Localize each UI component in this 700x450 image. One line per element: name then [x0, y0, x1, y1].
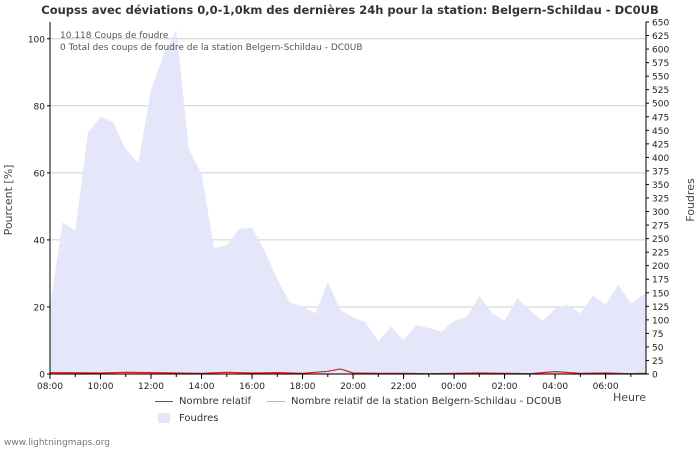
y-right-tick-label: 0 — [652, 371, 658, 381]
y-right-tick-label: 425 — [652, 140, 669, 150]
y-right-tick-label: 475 — [652, 113, 669, 123]
y-right-tick-label: 650 — [652, 19, 669, 29]
x-tick-label: 06:00 — [593, 382, 619, 392]
y-right-tick-label: 150 — [652, 289, 669, 299]
x-tick-label: 18:00 — [290, 382, 316, 392]
y-right-tick-label: 25 — [652, 357, 663, 367]
y-axis-right-label: Foudres — [684, 178, 697, 222]
y-right-tick-label: 350 — [652, 181, 669, 191]
x-tick-label: 14:00 — [189, 382, 215, 392]
chart-title: Coupss avec déviations 0,0-1,0km des der… — [41, 3, 658, 17]
y-right-tick-label: 125 — [652, 303, 669, 313]
x-tick-label: 02:00 — [492, 382, 518, 392]
y-right-tick-label: 575 — [652, 59, 669, 69]
legend-label-relatif: Nombre relatif — [179, 396, 252, 407]
x-tick-label: 00:00 — [441, 382, 467, 392]
legend-swatch-station — [267, 400, 285, 402]
y-right-tick-label: 550 — [652, 73, 669, 83]
x-axis-label: Heure — [613, 391, 646, 404]
foudres-area — [50, 30, 646, 374]
y-left-tick-label: 60 — [34, 169, 46, 179]
y-right-tick-label: 200 — [652, 262, 669, 272]
y-right-tick-label: 625 — [652, 32, 669, 42]
y-right-tick-label: 400 — [652, 154, 669, 164]
legend-label-foudres: Foudres — [179, 413, 219, 424]
y-left-tick-label: 40 — [34, 236, 46, 246]
x-tick-label: 20:00 — [340, 382, 366, 392]
y-right-tick-label: 225 — [652, 249, 669, 259]
y-left-tick-label: 20 — [34, 303, 46, 313]
x-tick-label: 16:00 — [239, 382, 265, 392]
footer-credit: www.lightningmaps.org — [4, 438, 110, 448]
annotation-strike-count: 10.118 Coups de foudre — [60, 31, 169, 41]
y-right-tick-label: 75 — [652, 330, 663, 340]
legend-label-station: Nombre relatif de la station Belgern-Sch… — [291, 396, 562, 407]
legend-item-foudres: Foudres — [155, 413, 218, 424]
y-right-tick-label: 525 — [652, 86, 669, 96]
y-right-tick-label: 375 — [652, 167, 669, 177]
y-right-tick-label: 325 — [652, 195, 669, 205]
legend-swatch-relatif — [155, 400, 173, 402]
legend-item-station: Nombre relatif de la station Belgern-Sch… — [267, 396, 562, 407]
legend-item-relatif: Nombre relatif — [155, 396, 251, 407]
y-right-tick-label: 250 — [652, 235, 669, 245]
annotation-station-total: 0 Total des coups de foudre de la statio… — [60, 43, 363, 53]
y-right-tick-label: 175 — [652, 276, 669, 286]
legend: Nombre relatif Nombre relatif de la stat… — [155, 396, 575, 428]
foudres-area-layer — [50, 30, 646, 374]
y-right-tick-label: 500 — [652, 100, 669, 110]
y-right-tick-label: 600 — [652, 46, 669, 56]
y-right-tick-label: 50 — [652, 343, 664, 353]
y-left-tick-label: 100 — [28, 35, 45, 45]
y-axis-left-label: Pourcent [%] — [2, 165, 15, 236]
relatif-line — [49, 368, 647, 375]
y-right-tick-label: 100 — [652, 316, 669, 326]
axes: 0 20 40 60 80 100 0 25 50 75 100 125 150 175 200 225 250… — [28, 19, 670, 393]
y-left-tick-label: 80 — [34, 102, 46, 112]
x-tick-label: 04:00 — [542, 382, 568, 392]
legend-swatch-foudres — [158, 413, 170, 423]
x-tick-label: 10:00 — [88, 382, 114, 392]
y-right-tick-label: 275 — [652, 222, 669, 232]
x-tick-label: 12:00 — [138, 382, 164, 392]
y-left-tick-label: 0 — [39, 371, 45, 381]
y-right-tick-label: 300 — [652, 208, 669, 218]
x-tick-label: 22:00 — [391, 382, 417, 392]
y-right-tick-label: 450 — [652, 127, 669, 137]
x-tick-label: 08:00 — [37, 382, 63, 392]
